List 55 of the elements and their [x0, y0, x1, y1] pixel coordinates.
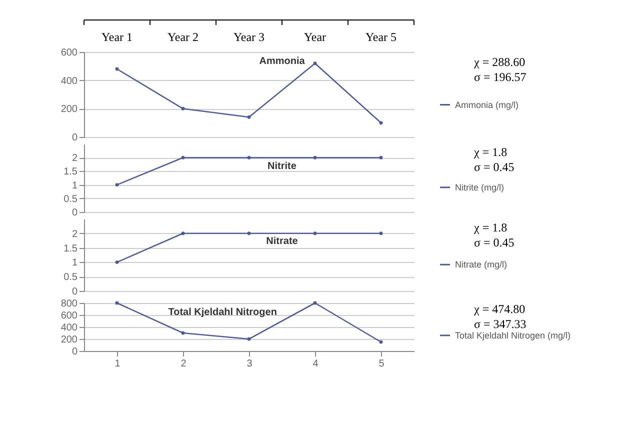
point [115, 301, 119, 305]
y-tick-label: 1.5 [64, 243, 78, 254]
y-tick-label: 1 [72, 180, 78, 192]
point [247, 337, 251, 341]
point [313, 62, 317, 66]
chart-title: Ammonia [259, 56, 306, 67]
y-tick-label: 1.5 [64, 166, 78, 178]
text: χ = 474.80 [473, 302, 526, 316]
y-tick-label: 0 [72, 208, 78, 218]
chart-title: Total Kjeldahl Nitrogen [168, 307, 277, 318]
text: Year 5 [365, 30, 397, 44]
point [181, 106, 185, 110]
text: χ = 288.60 [473, 55, 526, 70]
point [379, 121, 383, 125]
text: σ = 196.57 [474, 70, 526, 84]
y-tick-label: 200 [60, 104, 78, 116]
legend-label: Nitrate (mg/l) [455, 260, 508, 270]
y-tick-label: 0 [72, 132, 78, 144]
y-tick-label: 0 [72, 346, 78, 358]
y-tick-label: 0.5 [64, 272, 78, 284]
point [115, 67, 119, 71]
point [247, 115, 251, 119]
y-tick-label: 400 [60, 76, 78, 87]
text: σ = 347.33 [474, 316, 526, 331]
y-tick-label: 0.5 [64, 194, 78, 205]
text: Nitrite [268, 161, 297, 172]
text: σ = 0.45 [474, 160, 514, 174]
y-tick-label: 600 [60, 310, 78, 322]
point [181, 331, 185, 335]
text: σ = 0.45 [474, 236, 514, 250]
text: Total Kjeldahl Nitrogen (mg/l) [455, 330, 571, 340]
x-tick-label: 5 [378, 358, 385, 370]
text: Year 1 [101, 30, 133, 44]
point [379, 340, 383, 344]
y-tick-label: 0 [72, 286, 78, 298]
text: χ = 1.8 [473, 145, 508, 160]
text: Nitrite (mg/l) [455, 182, 504, 192]
x-tick-label: 4 [312, 358, 319, 370]
y-tick-label: 400 [60, 322, 78, 334]
x-tick-label: 3 [246, 358, 253, 370]
text: χ = 1.8 [473, 220, 508, 235]
y-tick-label: 600 [60, 48, 78, 58]
y-tick-label: 2 [72, 228, 78, 240]
text: Year 3 [233, 30, 265, 44]
y-tick-label: 800 [60, 298, 78, 310]
y-tick-label: 2 [72, 153, 78, 164]
x-tick-label: 1 [114, 358, 121, 370]
y-tick-label: 200 [60, 334, 78, 346]
text: Year 2 [167, 30, 199, 44]
y-tick-label: 1 [72, 258, 78, 269]
text: Year [304, 30, 326, 44]
x-tick-label: 2 [180, 358, 187, 370]
point [313, 301, 317, 305]
text: Nitrate [266, 236, 298, 247]
legend-label: Ammonia (mg/l) [455, 100, 519, 110]
